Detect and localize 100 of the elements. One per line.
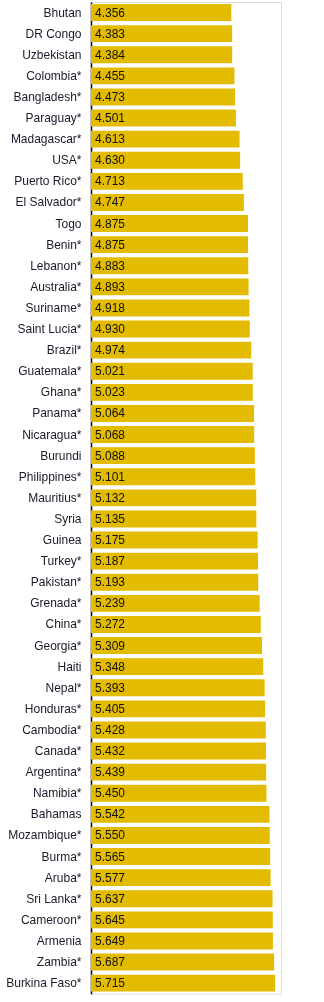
bar xyxy=(91,341,252,359)
data-label: 5.649 xyxy=(95,933,126,948)
data-label: 4.875 xyxy=(95,237,126,252)
data-label: 5.132 xyxy=(95,490,126,505)
y-tick-label: Brazil* xyxy=(46,343,82,358)
y-tick-label: Nicaragua* xyxy=(22,427,82,442)
data-label: 5.021 xyxy=(95,364,126,379)
bar xyxy=(91,67,235,85)
bar xyxy=(91,805,270,823)
bar xyxy=(91,362,253,380)
bar xyxy=(91,658,264,676)
y-tick-label: Paraguay* xyxy=(25,111,82,126)
bar xyxy=(91,594,260,612)
data-label: 5.405 xyxy=(95,701,126,716)
data-label: 5.565 xyxy=(95,849,126,864)
data-label: 5.068 xyxy=(95,427,126,442)
y-tick-label: Bangladesh* xyxy=(13,89,82,104)
y-tick-label: Burundi xyxy=(40,448,82,463)
data-label: 5.135 xyxy=(95,511,126,526)
bar xyxy=(91,827,270,844)
data-label: 5.193 xyxy=(95,575,126,590)
y-tick-label: Haiti xyxy=(57,659,82,674)
data-label: 5.088 xyxy=(95,448,126,463)
y-tick-label: Saint Lucia* xyxy=(17,322,82,337)
y-tick-label: Aruba* xyxy=(44,870,82,885)
bar xyxy=(91,215,248,232)
y-tick-label: Armenia xyxy=(36,933,82,948)
data-label: 4.974 xyxy=(95,343,126,358)
data-label: 5.428 xyxy=(95,722,126,737)
data-label: 4.893 xyxy=(95,279,126,294)
data-label: 5.432 xyxy=(95,744,126,759)
data-label: 5.239 xyxy=(95,596,126,611)
y-tick-label: Uzbekistan xyxy=(22,47,82,62)
data-label: 5.687 xyxy=(95,955,126,970)
data-label: 4.875 xyxy=(95,216,126,231)
y-tick-label: Cameroon* xyxy=(20,912,82,927)
bar xyxy=(91,869,271,887)
y-tick-label: Syria xyxy=(54,511,82,526)
y-tick-label: Guinea xyxy=(42,533,82,548)
data-label: 4.747 xyxy=(95,195,126,210)
data-label: 5.450 xyxy=(95,786,126,801)
y-tick-label: Benin* xyxy=(46,237,82,252)
y-tick-label: Ghana* xyxy=(40,385,82,400)
bar xyxy=(91,784,267,802)
bar xyxy=(91,911,273,929)
bar xyxy=(91,489,257,507)
data-label: 5.348 xyxy=(95,659,126,674)
y-tick-label: El Salvador* xyxy=(15,195,82,210)
y-tick-label: Turkey* xyxy=(40,554,82,569)
bar xyxy=(91,763,267,781)
data-label: 5.715 xyxy=(95,976,126,991)
y-tick-label: Georgia* xyxy=(34,638,82,653)
data-label: 5.175 xyxy=(95,533,126,548)
y-tick-label: Burkina Faso* xyxy=(6,976,82,991)
y-tick-label: Guatemala* xyxy=(18,364,82,379)
bar xyxy=(91,278,249,296)
y-tick-label: Nepal* xyxy=(45,680,82,695)
y-tick-label: Argentina* xyxy=(25,765,82,780)
y-tick-label: Honduras* xyxy=(24,701,82,716)
data-label: 5.101 xyxy=(95,469,126,484)
bar xyxy=(91,447,255,465)
y-tick-label: Pakistan* xyxy=(30,575,82,590)
bar xyxy=(91,974,276,992)
bar xyxy=(91,4,232,21)
data-label: 4.613 xyxy=(95,132,126,147)
y-tick-label: Canada* xyxy=(34,744,82,759)
y-tick-label: Colombia* xyxy=(26,68,82,83)
bar xyxy=(91,573,259,591)
bar xyxy=(91,236,248,254)
y-tick-label: Bhutan xyxy=(43,5,82,20)
data-label: 5.550 xyxy=(95,828,126,843)
y-tick-label: Mozambique* xyxy=(8,828,82,843)
bar xyxy=(91,426,255,443)
bar xyxy=(91,194,244,211)
bar xyxy=(91,172,243,190)
y-tick-label: Cambodia* xyxy=(22,722,82,737)
y-tick-label: DR Congo xyxy=(25,26,82,41)
bar xyxy=(91,151,241,169)
data-label: 5.023 xyxy=(95,385,126,400)
bar xyxy=(91,848,271,865)
data-label: 5.542 xyxy=(95,807,126,822)
data-label: 4.883 xyxy=(95,258,126,273)
data-label: 5.272 xyxy=(95,617,126,632)
bar xyxy=(91,383,253,401)
data-label: 5.064 xyxy=(95,406,126,421)
data-label: 4.713 xyxy=(95,174,126,189)
y-tick-label: Suriname* xyxy=(25,300,82,315)
data-label: 4.918 xyxy=(95,300,126,315)
data-label: 4.930 xyxy=(95,322,126,337)
data-label: 5.393 xyxy=(95,680,126,695)
bar xyxy=(91,679,265,697)
data-label: 4.501 xyxy=(95,111,126,126)
data-label: 5.577 xyxy=(95,870,126,885)
y-tick-label: Philippines* xyxy=(18,469,82,484)
data-label: 5.645 xyxy=(95,912,126,927)
y-tick-label: Sri Lanka* xyxy=(26,891,82,906)
data-label: 5.637 xyxy=(95,891,126,906)
y-tick-label: USA* xyxy=(52,153,82,168)
bar xyxy=(91,637,262,654)
data-label: 4.356 xyxy=(95,5,126,20)
